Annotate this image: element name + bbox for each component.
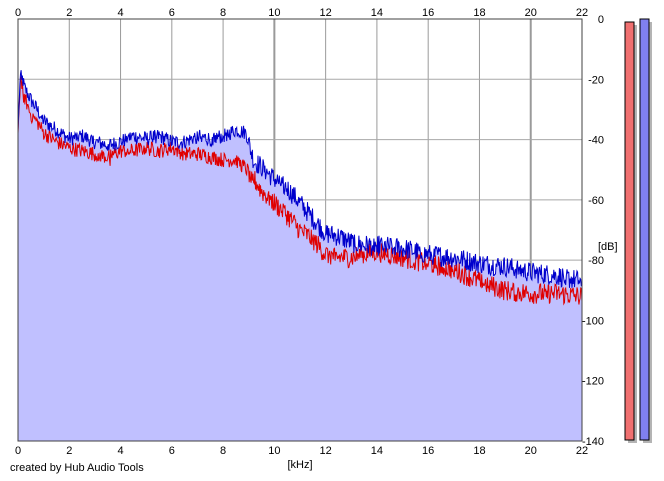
x-tick-label-bottom: 6 bbox=[169, 445, 175, 457]
x-axis-label: [kHz] bbox=[287, 459, 312, 471]
credit-text: created by Hub Audio Tools bbox=[10, 462, 144, 474]
series-line-red bbox=[17, 76, 583, 306]
x-tick-label-bottom: 8 bbox=[220, 445, 226, 457]
y-tick-label: -120 bbox=[582, 376, 604, 388]
y-tick-label: -100 bbox=[582, 315, 604, 327]
y-tick-label: -20 bbox=[588, 74, 604, 86]
x-tick-label-bottom: 2 bbox=[66, 445, 72, 457]
x-tick-label-top: 12 bbox=[320, 7, 332, 19]
y-tick-label: -40 bbox=[588, 135, 604, 147]
y-tick-label: -140 bbox=[582, 436, 604, 448]
y-tick-label: 0 bbox=[598, 14, 604, 26]
x-tick-label-bottom: 22 bbox=[576, 445, 588, 457]
x-tick-label-top: 4 bbox=[117, 7, 123, 19]
x-tick-label-top: 14 bbox=[371, 7, 383, 19]
axis-ticks: 002244668810101212141416161818202022220-… bbox=[15, 7, 604, 457]
level-meter-right bbox=[639, 18, 652, 443]
x-tick-label-top: 0 bbox=[15, 7, 21, 19]
y-tick-label: -60 bbox=[588, 195, 604, 207]
y-axis-label: [dB] bbox=[598, 241, 618, 253]
x-tick-label-bottom: 12 bbox=[320, 445, 332, 457]
x-tick-label-top: 20 bbox=[525, 7, 537, 19]
level-meter-left bbox=[624, 21, 637, 443]
x-tick-label-bottom: 10 bbox=[268, 445, 280, 457]
x-tick-label-bottom: 0 bbox=[15, 445, 21, 457]
x-tick-label-bottom: 14 bbox=[371, 445, 383, 457]
x-tick-label-bottom: 4 bbox=[117, 445, 123, 457]
x-tick-label-bottom: 20 bbox=[525, 445, 537, 457]
x-tick-label-top: 8 bbox=[220, 7, 226, 19]
x-tick-label-top: 10 bbox=[268, 7, 280, 19]
x-tick-label-top: 16 bbox=[422, 7, 434, 19]
x-tick-label-top: 6 bbox=[169, 7, 175, 19]
x-tick-label-bottom: 18 bbox=[473, 445, 485, 457]
spectrum-series-lines bbox=[17, 70, 583, 306]
series-line-blue bbox=[17, 70, 583, 288]
x-tick-label-top: 22 bbox=[576, 7, 588, 19]
spectrum-fill-area bbox=[18, 70, 582, 441]
x-tick-label-top: 2 bbox=[66, 7, 72, 19]
x-tick-label-bottom: 16 bbox=[422, 445, 434, 457]
y-tick-label: -80 bbox=[588, 255, 604, 267]
plot-frame bbox=[17, 18, 583, 442]
x-tick-label-top: 18 bbox=[473, 7, 485, 19]
